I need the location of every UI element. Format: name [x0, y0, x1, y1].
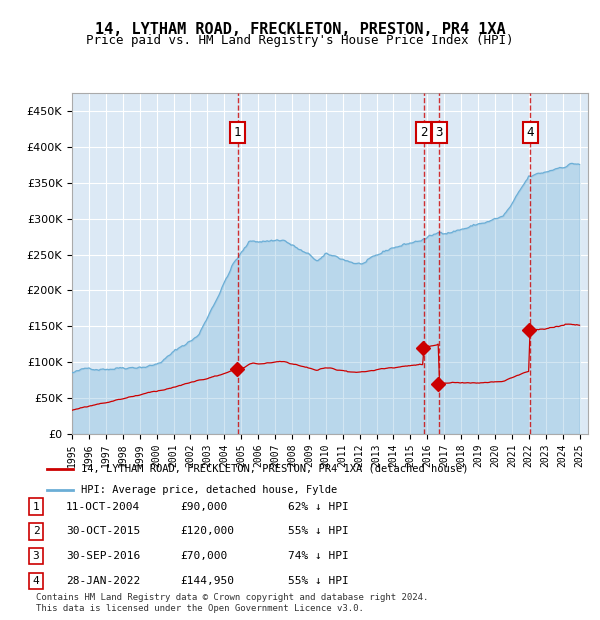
Text: 3: 3 [32, 551, 40, 561]
Text: Contains HM Land Registry data © Crown copyright and database right 2024.
This d: Contains HM Land Registry data © Crown c… [36, 593, 428, 613]
Text: 4: 4 [32, 576, 40, 586]
Text: £144,950: £144,950 [180, 576, 234, 586]
Text: 4: 4 [526, 126, 534, 139]
Text: £70,000: £70,000 [180, 551, 227, 561]
Text: 74% ↓ HPI: 74% ↓ HPI [288, 551, 349, 561]
Text: 11-OCT-2004: 11-OCT-2004 [66, 502, 140, 512]
Text: 30-OCT-2015: 30-OCT-2015 [66, 526, 140, 536]
Text: 14, LYTHAM ROAD, FRECKLETON, PRESTON, PR4 1XA: 14, LYTHAM ROAD, FRECKLETON, PRESTON, PR… [95, 22, 505, 37]
Text: 2: 2 [32, 526, 40, 536]
Text: 55% ↓ HPI: 55% ↓ HPI [288, 526, 349, 536]
Text: 55% ↓ HPI: 55% ↓ HPI [288, 576, 349, 586]
Text: 2: 2 [420, 126, 428, 139]
Text: HPI: Average price, detached house, Fylde: HPI: Average price, detached house, Fyld… [81, 485, 337, 495]
Text: 28-JAN-2022: 28-JAN-2022 [66, 576, 140, 586]
Text: 30-SEP-2016: 30-SEP-2016 [66, 551, 140, 561]
Text: £90,000: £90,000 [180, 502, 227, 512]
Text: 3: 3 [436, 126, 443, 139]
Text: Price paid vs. HM Land Registry's House Price Index (HPI): Price paid vs. HM Land Registry's House … [86, 34, 514, 47]
Text: 1: 1 [32, 502, 40, 512]
Text: £120,000: £120,000 [180, 526, 234, 536]
Text: 62% ↓ HPI: 62% ↓ HPI [288, 502, 349, 512]
Text: 14, LYTHAM ROAD, FRECKLETON, PRESTON, PR4 1XA (detached house): 14, LYTHAM ROAD, FRECKLETON, PRESTON, PR… [81, 464, 469, 474]
Text: 1: 1 [234, 126, 241, 139]
